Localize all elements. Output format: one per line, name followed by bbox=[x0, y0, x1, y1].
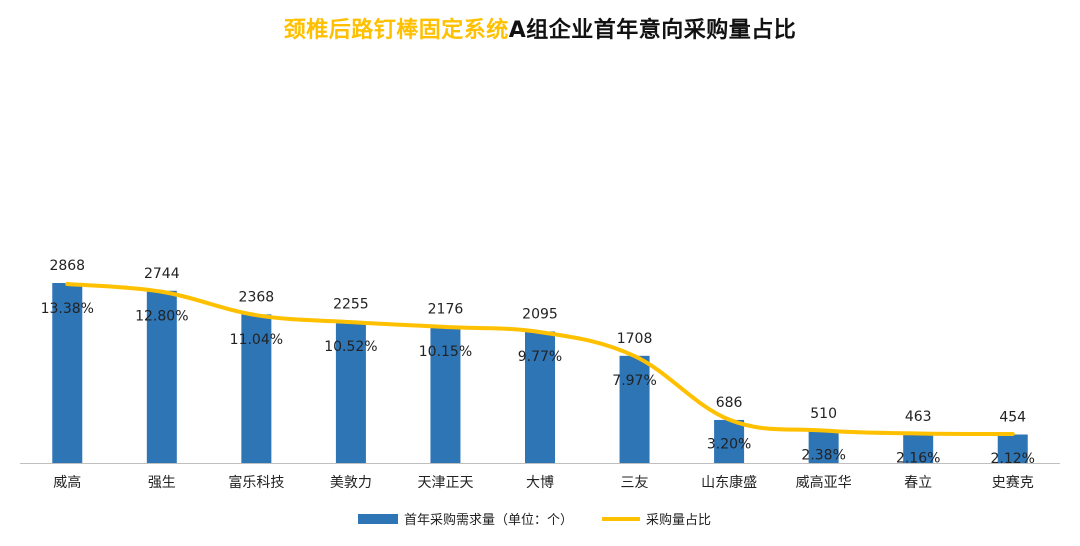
category-label: 三友 bbox=[621, 475, 649, 491]
bar bbox=[241, 314, 272, 463]
bars-layer bbox=[52, 283, 1028, 463]
category-label: 春立 bbox=[904, 475, 932, 491]
bar-value-label: 2095 bbox=[522, 307, 558, 323]
bar-value-label: 2255 bbox=[333, 296, 369, 312]
category-label: 大博 bbox=[526, 474, 554, 491]
percentage-label: 10.52% bbox=[324, 339, 377, 355]
bar-value-label: 1708 bbox=[617, 331, 653, 347]
percentage-label: 11.04% bbox=[230, 332, 283, 348]
category-label: 强生 bbox=[148, 475, 176, 491]
chart-title-highlight: 颈椎后路钉棒固定系统 bbox=[283, 18, 509, 43]
chart-title: 颈椎后路钉棒固定系统A组企业首年意向采购量占比 bbox=[0, 12, 1080, 44]
bar-value-label: 686 bbox=[716, 395, 743, 411]
legend: 首年采购需求量（单位：个） 采购量占比 bbox=[358, 512, 711, 528]
category-label: 山东康盛 bbox=[701, 474, 757, 491]
percentage-label: 3.20% bbox=[707, 437, 751, 453]
legend-bar-label: 首年采购需求量（单位：个） bbox=[404, 512, 573, 528]
bar-value-label: 463 bbox=[905, 409, 932, 425]
bar-value-label: 2176 bbox=[428, 301, 464, 317]
percentage-label: 9.77% bbox=[518, 349, 562, 365]
bar bbox=[997, 434, 1028, 463]
bar-value-label: 2868 bbox=[49, 258, 85, 274]
legend-line-label: 采购量占比 bbox=[646, 512, 711, 528]
percentage-label: 2.12% bbox=[990, 451, 1034, 467]
category-label: 威高 bbox=[53, 474, 81, 491]
percentage-label: 10.15% bbox=[419, 344, 472, 360]
category-label: 富乐科技 bbox=[228, 474, 284, 491]
bar-value-label: 454 bbox=[999, 410, 1026, 426]
bar bbox=[146, 290, 177, 463]
percentage-label: 7.97% bbox=[612, 373, 656, 389]
percentage-label: 2.38% bbox=[801, 448, 845, 464]
percentage-label: 13.38% bbox=[41, 301, 94, 317]
category-label: 威高亚华 bbox=[796, 474, 852, 491]
bar bbox=[808, 430, 839, 463]
bar bbox=[619, 355, 650, 463]
bar bbox=[335, 321, 366, 463]
bar-value-label: 2368 bbox=[239, 289, 275, 305]
percentage-label: 2.16% bbox=[896, 450, 940, 466]
category-label: 美敦力 bbox=[330, 475, 372, 491]
chart-title-rest: A组企业首年意向采购量占比 bbox=[508, 18, 797, 43]
bar bbox=[52, 283, 83, 463]
bar bbox=[525, 331, 555, 463]
bar bbox=[430, 326, 461, 463]
legend-bar-swatch bbox=[358, 514, 398, 524]
line-layer bbox=[65, 282, 1015, 436]
percentage-line bbox=[65, 282, 1015, 436]
category-label: 史赛克 bbox=[992, 475, 1034, 491]
bar-value-label: 2744 bbox=[144, 266, 180, 282]
percentage-label: 12.80% bbox=[135, 309, 188, 325]
labels-layer: 2868 威高 2744 强生 2368 富乐科技 2255 美敦力 2176 天津正天 2095 大… bbox=[41, 258, 1035, 491]
bar bbox=[714, 419, 745, 463]
bar bbox=[903, 433, 934, 463]
category-label: 天津正天 bbox=[417, 475, 473, 491]
bar-value-label: 510 bbox=[810, 406, 837, 422]
